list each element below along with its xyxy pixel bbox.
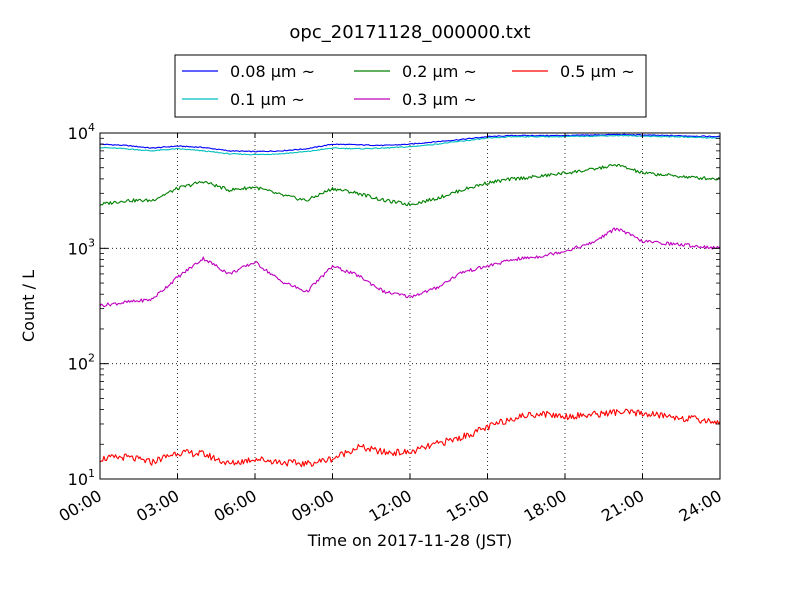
grid-lines [100, 133, 720, 479]
y-tick-label: 103 [68, 236, 95, 258]
legend: 0.08 μm ~ 0.1 μm ~ 0.2 μm ~ 0.3 μm ~ 0.5 μm … [174, 54, 647, 118]
x-axis-label: Time on 2017-11-28 (JST) [307, 531, 512, 550]
y-tick-label: 101 [68, 467, 95, 489]
y-tick-base: 10 [68, 124, 88, 143]
series-line-0 [99, 133, 721, 153]
legend-label-2: 0.2 μm ~ [402, 62, 477, 81]
series-line-1 [99, 134, 721, 156]
y-tick-exponent: 1 [88, 467, 95, 480]
y-axis-label: Count / L [19, 270, 38, 342]
series-lines [99, 133, 721, 468]
series-line-2 [99, 163, 721, 207]
legend-label-0: 0.08 μm ~ [230, 62, 315, 81]
series-line-4 [99, 408, 721, 468]
legend-label-1: 0.1 μm ~ [230, 90, 305, 109]
y-tick-exponent: 4 [88, 121, 95, 134]
y-tick-exponent: 3 [88, 236, 95, 249]
legend-label-3: 0.3 μm ~ [402, 90, 477, 109]
y-tick-base: 10 [68, 239, 88, 258]
y-tick-label: 102 [68, 352, 95, 374]
chart-title: opc_20171128_000000.txt [289, 22, 530, 43]
y-tick-base: 10 [68, 470, 88, 489]
legend-label-4: 0.5 μm ~ [560, 62, 635, 81]
series-line-3 [99, 227, 721, 308]
y-tick-exponent: 2 [88, 352, 95, 365]
legend-frame [174, 54, 647, 118]
y-tick-base: 10 [68, 355, 88, 374]
y-tick-label: 104 [68, 121, 95, 143]
